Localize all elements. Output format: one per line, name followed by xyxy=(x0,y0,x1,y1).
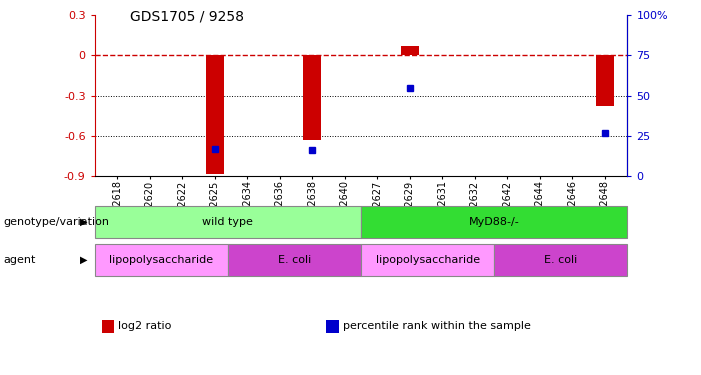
Bar xyxy=(361,206,627,238)
Text: GDS1705 / 9258: GDS1705 / 9258 xyxy=(130,9,244,23)
Text: lipopolysaccharide: lipopolysaccharide xyxy=(109,255,213,265)
Text: MyD88-/-: MyD88-/- xyxy=(469,217,519,227)
Bar xyxy=(304,56,321,140)
Text: percentile rank within the sample: percentile rank within the sample xyxy=(343,321,531,331)
Text: log2 ratio: log2 ratio xyxy=(118,321,172,331)
Text: genotype/variation: genotype/variation xyxy=(4,217,109,227)
Text: E. coli: E. coli xyxy=(278,255,311,265)
Text: agent: agent xyxy=(4,255,36,265)
Bar xyxy=(228,244,361,276)
Text: ▶: ▶ xyxy=(81,255,88,265)
Bar xyxy=(206,56,224,174)
Bar xyxy=(95,244,228,276)
Text: wild type: wild type xyxy=(203,217,253,227)
Bar xyxy=(401,46,418,56)
Bar xyxy=(361,244,494,276)
Text: ▶: ▶ xyxy=(81,217,88,227)
Bar xyxy=(95,206,361,238)
Bar xyxy=(596,56,613,106)
Bar xyxy=(494,244,627,276)
Text: E. coli: E. coli xyxy=(544,255,578,265)
Text: lipopolysaccharide: lipopolysaccharide xyxy=(376,255,479,265)
